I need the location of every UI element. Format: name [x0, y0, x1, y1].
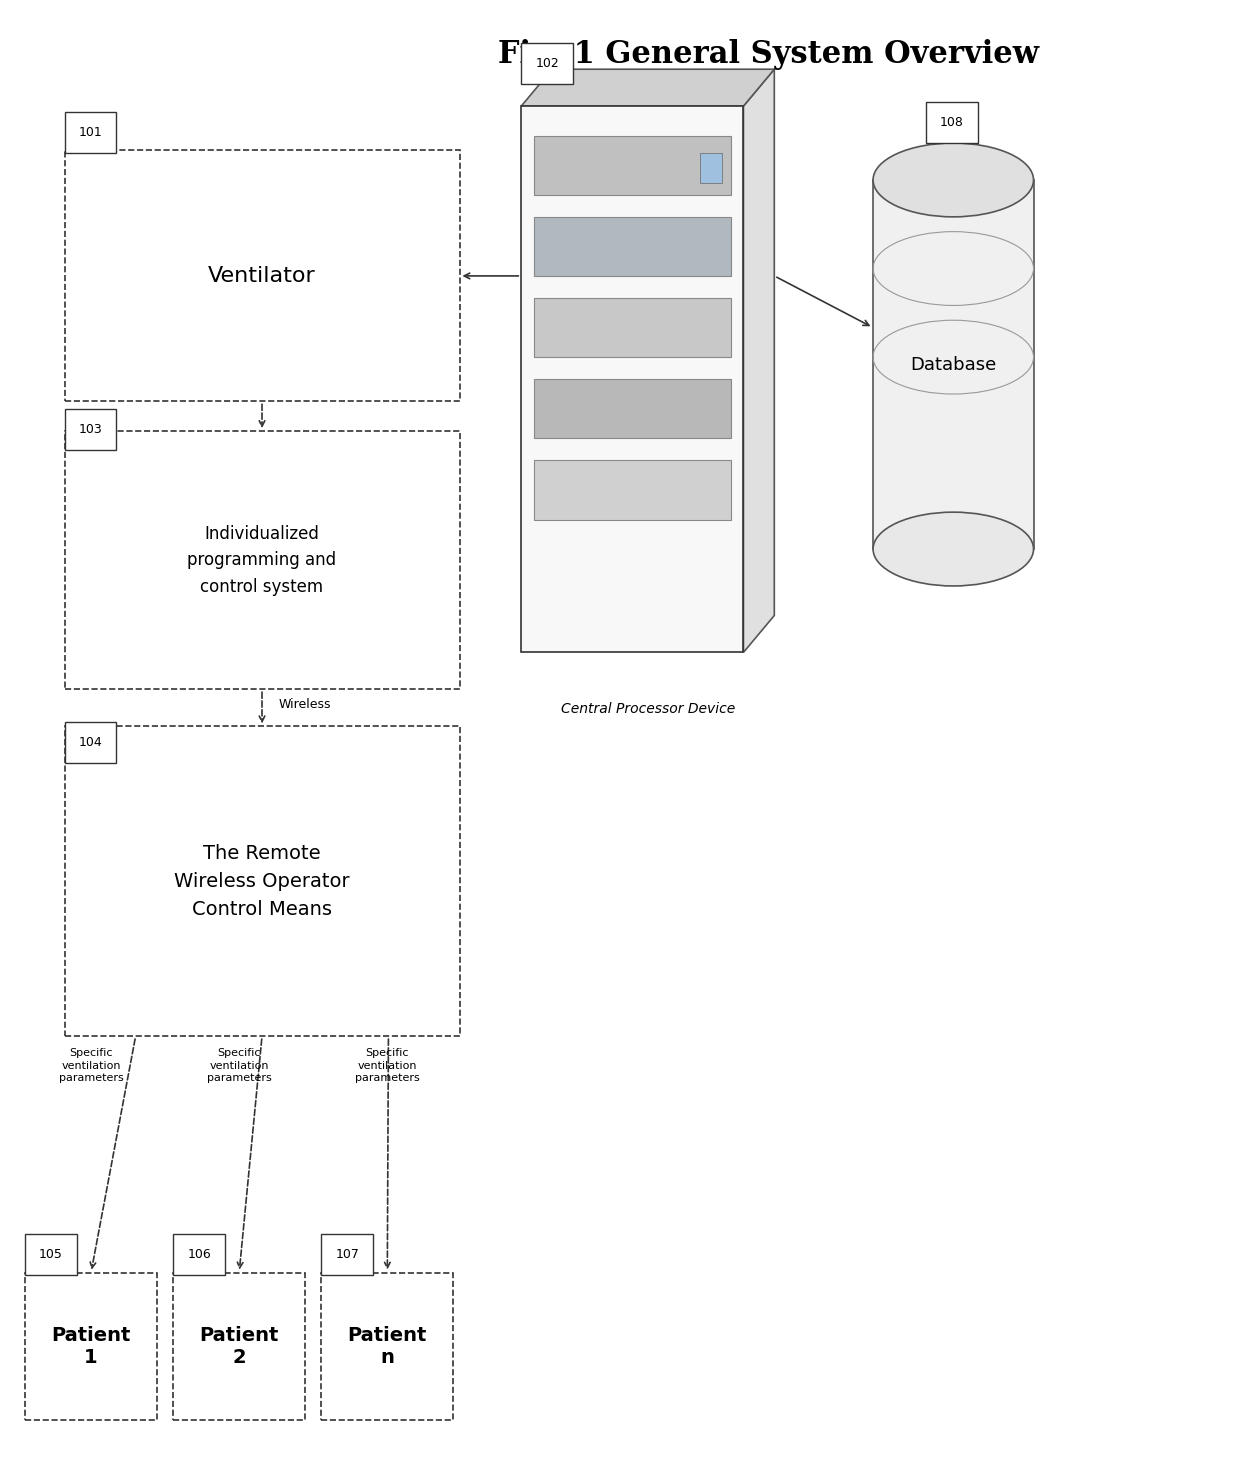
Text: Specific
ventilation
parameters: Specific ventilation parameters — [58, 1048, 124, 1083]
Text: Specific
ventilation
parameters: Specific ventilation parameters — [207, 1048, 272, 1083]
FancyBboxPatch shape — [533, 136, 732, 194]
FancyBboxPatch shape — [533, 298, 732, 357]
Polygon shape — [744, 70, 774, 652]
FancyBboxPatch shape — [174, 1235, 224, 1276]
Text: Fig. 1 General System Overview: Fig. 1 General System Overview — [497, 39, 1039, 70]
FancyBboxPatch shape — [533, 216, 732, 276]
Text: Patient
1: Patient 1 — [51, 1326, 130, 1366]
FancyBboxPatch shape — [873, 179, 1033, 548]
FancyBboxPatch shape — [533, 379, 732, 439]
Ellipse shape — [873, 144, 1033, 216]
Text: The Remote
Wireless Operator
Control Means: The Remote Wireless Operator Control Mea… — [174, 843, 350, 919]
FancyBboxPatch shape — [521, 107, 744, 652]
Text: 105: 105 — [38, 1248, 63, 1261]
FancyBboxPatch shape — [64, 113, 117, 153]
Text: 103: 103 — [78, 422, 102, 436]
Ellipse shape — [873, 513, 1033, 585]
Text: Specific
ventilation
parameters: Specific ventilation parameters — [355, 1048, 419, 1083]
FancyBboxPatch shape — [321, 1235, 373, 1276]
FancyBboxPatch shape — [926, 102, 978, 144]
Text: Ventilator: Ventilator — [208, 265, 316, 286]
Text: Patient
n: Patient n — [347, 1326, 427, 1366]
FancyBboxPatch shape — [64, 726, 460, 1036]
Text: Patient
2: Patient 2 — [200, 1326, 279, 1366]
Text: 104: 104 — [78, 737, 102, 748]
Text: 107: 107 — [335, 1248, 360, 1261]
FancyBboxPatch shape — [64, 150, 460, 402]
FancyBboxPatch shape — [321, 1273, 454, 1420]
Text: Database: Database — [910, 356, 997, 373]
FancyBboxPatch shape — [25, 1273, 157, 1420]
FancyBboxPatch shape — [64, 409, 117, 451]
FancyBboxPatch shape — [174, 1273, 305, 1420]
FancyBboxPatch shape — [64, 431, 460, 689]
FancyBboxPatch shape — [701, 153, 723, 182]
FancyBboxPatch shape — [521, 43, 573, 84]
Text: Wireless: Wireless — [279, 698, 331, 710]
Polygon shape — [521, 70, 774, 107]
Text: 108: 108 — [940, 116, 963, 129]
Text: 106: 106 — [187, 1248, 211, 1261]
Text: 102: 102 — [536, 56, 559, 70]
Text: 101: 101 — [78, 126, 102, 139]
FancyBboxPatch shape — [533, 461, 732, 520]
Text: Central Processor Device: Central Processor Device — [560, 701, 735, 716]
Text: Individualized
programming and
control system: Individualized programming and control s… — [187, 525, 336, 596]
FancyBboxPatch shape — [25, 1235, 77, 1276]
FancyBboxPatch shape — [64, 722, 117, 763]
